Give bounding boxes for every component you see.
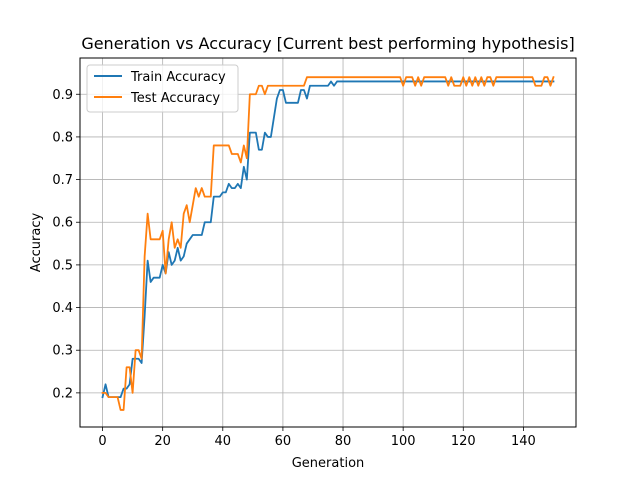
series-layer <box>101 76 555 411</box>
x-tick-label: 100 <box>391 434 416 449</box>
y-tick-label: 0.4 <box>52 301 73 316</box>
x-tick-label: 0 <box>98 434 106 449</box>
x-tick-label: 140 <box>511 434 536 449</box>
plot-area <box>80 58 576 427</box>
x-tick-label: 20 <box>154 434 171 449</box>
legend: Train Accuracy Test Accuracy <box>86 64 239 113</box>
y-tick-label: 0.9 <box>52 88 73 103</box>
y-tick-label: 0.6 <box>52 216 73 231</box>
legend-label-train: Train Accuracy <box>130 70 226 85</box>
axis-ticks: 0 20 40 60 80 100 120 140 0.2 0.3 0.4 0.5 0.6 0.7 0.8 0… <box>52 88 535 449</box>
y-tick-label: 0.3 <box>52 344 73 359</box>
train-accuracy-line <box>101 80 555 399</box>
x-tick-label: 40 <box>215 434 232 449</box>
y-tick-label: 0.8 <box>52 130 73 145</box>
y-axis-label: Accuracy <box>29 213 44 273</box>
x-tick-label: 120 <box>451 434 476 449</box>
test-accuracy-line <box>101 76 555 411</box>
x-tick-label: 80 <box>335 434 352 449</box>
grid-lines <box>80 58 576 427</box>
y-tick-label: 0.7 <box>52 173 73 188</box>
x-axis-label: Generation <box>292 456 365 471</box>
y-tick-label: 0.5 <box>52 258 73 273</box>
plot-frame <box>79 57 577 428</box>
x-tick-label: 60 <box>275 434 292 449</box>
y-tick-label: 0.2 <box>52 386 73 401</box>
legend-label-test: Test Accuracy <box>130 91 220 106</box>
legend-box <box>86 64 239 113</box>
chart-title: Generation vs Accuracy [Current best per… <box>81 34 574 53</box>
